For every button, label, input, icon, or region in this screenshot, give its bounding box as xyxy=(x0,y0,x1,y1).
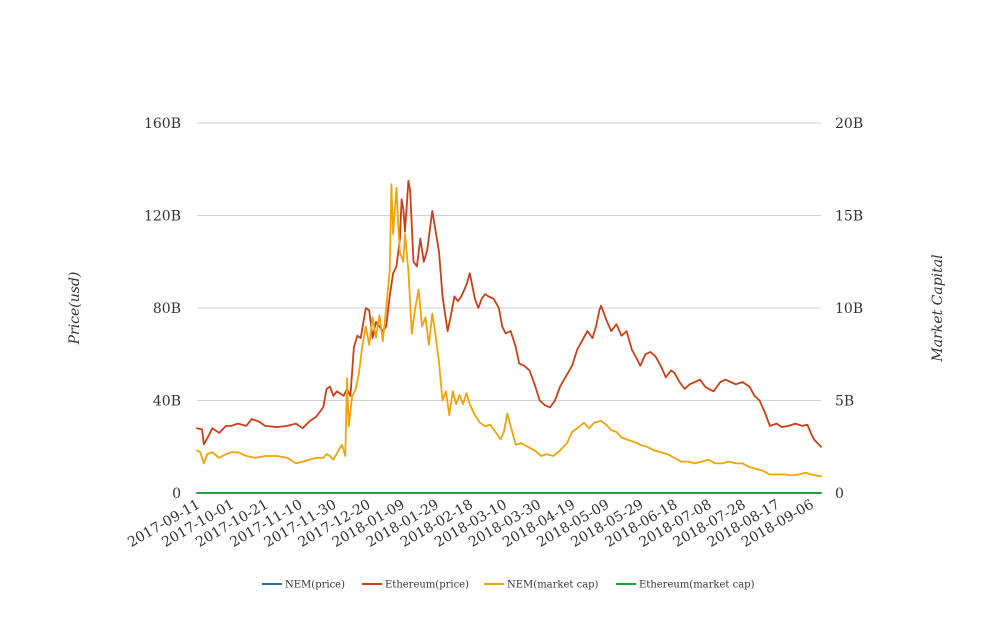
left-tick-label: 0 xyxy=(172,486,181,502)
left-tick-label: 80B xyxy=(153,301,181,317)
series-line-nem-market-cap xyxy=(196,183,822,478)
grid-lines xyxy=(197,122,821,494)
series-line-ethereum-price xyxy=(196,179,822,448)
legend-label: NEM(price) xyxy=(285,580,345,591)
right-axis-ticks: 0 5B 10B 15B 20B xyxy=(835,116,863,502)
legend-label: Ethereum(price) xyxy=(385,580,469,591)
left-axis-title: Price(usd) xyxy=(67,272,83,346)
left-tick-label: 160B xyxy=(144,116,181,132)
x-axis-ticks: 2017-09-112017-10-012017-10-212017-11-10… xyxy=(125,497,817,551)
right-tick-label: 0 xyxy=(835,486,844,502)
left-tick-label: 40B xyxy=(153,394,181,410)
left-axis-ticks: 0 40B 80B 120B 160B xyxy=(144,116,181,502)
series-lines xyxy=(196,179,822,494)
legend-label: Ethereum(market cap) xyxy=(639,580,755,591)
legend: NEM(price) Ethereum(price) NEM(market cap)… xyxy=(262,580,755,591)
right-tick-label: 10B xyxy=(835,301,863,317)
right-tick-label: 20B xyxy=(835,116,863,132)
right-axis-title: Market Capital xyxy=(930,254,946,362)
right-tick-label: 5B xyxy=(835,394,854,410)
left-tick-label: 120B xyxy=(144,209,181,225)
right-tick-label: 15B xyxy=(835,209,863,225)
legend-label: NEM(market cap) xyxy=(507,580,599,591)
